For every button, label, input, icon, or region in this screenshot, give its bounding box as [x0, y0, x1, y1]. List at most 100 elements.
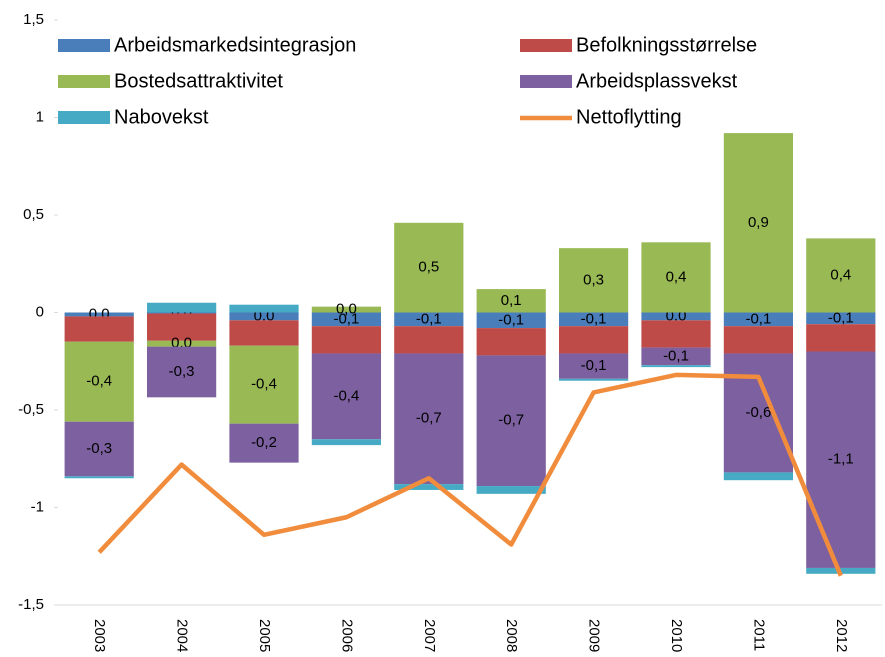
bar-segment — [476, 328, 546, 356]
legend-label: Arbeidsmarkedsintegrasjon — [114, 34, 356, 56]
bar-segment — [476, 486, 546, 494]
bar-segment — [146, 302, 217, 313]
bar-segment — [146, 312, 217, 314]
y-tick-label: -0,5 — [18, 401, 44, 418]
legend-swatch — [520, 75, 572, 88]
bar-segment — [641, 242, 711, 313]
data-label: -0,7 — [498, 412, 524, 429]
bar-segment — [311, 326, 382, 354]
bar-segment — [64, 341, 134, 422]
bar-segment — [723, 353, 794, 473]
x-tick-label: 2004 — [174, 619, 191, 652]
bar-segment — [558, 353, 629, 379]
data-label: -0,1 — [581, 310, 607, 327]
legend-swatch — [520, 39, 572, 52]
bar-segment — [146, 346, 217, 398]
x-tick-label: 2012 — [833, 619, 850, 652]
data-label: -0,4 — [333, 387, 359, 404]
y-tick-label: -1 — [31, 498, 44, 515]
bar-segment — [641, 365, 711, 368]
data-label: -1,1 — [828, 451, 854, 468]
y-tick-label: 0 — [36, 303, 44, 320]
data-label: 0,5 — [418, 259, 439, 276]
data-label: -0,7 — [416, 410, 442, 427]
bar-segment — [311, 306, 382, 313]
bar-segment — [476, 289, 546, 313]
x-tick-label: 2006 — [338, 619, 355, 652]
bar-segment — [394, 312, 464, 327]
bar-segment — [476, 355, 546, 487]
data-label: -0,4 — [86, 373, 112, 390]
data-label: -0,4 — [251, 376, 277, 393]
bar-segment — [723, 326, 794, 354]
data-label: 0,4 — [830, 266, 851, 283]
bar-segment — [229, 345, 299, 424]
legend-label: Bostedsattraktivitet — [114, 70, 283, 92]
bar-segment — [723, 133, 794, 313]
y-tick-label: -1,5 — [18, 596, 44, 613]
bar-segment — [558, 326, 629, 354]
bar-segment — [806, 324, 876, 352]
data-label: -0,1 — [581, 357, 607, 374]
y-tick-label: 1,5 — [23, 11, 44, 28]
data-label: 0,1 — [501, 292, 522, 309]
bar-segment — [146, 313, 217, 341]
bar-segment — [641, 320, 711, 348]
bar-segment — [641, 347, 711, 366]
bar-segment — [641, 312, 711, 321]
bar-segment — [64, 476, 134, 479]
x-tick-label: 2011 — [750, 619, 767, 651]
x-tick-label: 2003 — [91, 619, 108, 652]
bar-segment — [558, 312, 629, 327]
bar-segment — [229, 320, 299, 346]
bar-segment — [64, 316, 134, 342]
bar-segment — [394, 326, 464, 354]
bar-segment — [311, 312, 382, 327]
x-tick-label: 2008 — [503, 619, 520, 652]
y-tick-label: 1 — [36, 108, 44, 125]
bar-segment — [64, 312, 134, 317]
legend-swatch — [58, 111, 110, 124]
bar-segment — [146, 340, 217, 347]
legend-swatch — [58, 75, 110, 88]
data-label: -0,1 — [745, 310, 771, 327]
data-label: -0,3 — [169, 363, 195, 380]
data-label: -0,1 — [498, 311, 524, 328]
x-tick-label: 2009 — [586, 619, 603, 652]
bar-segment — [558, 248, 629, 313]
data-label: -0,3 — [86, 440, 112, 457]
data-label: 0,0 — [336, 301, 357, 318]
bar-segment — [558, 378, 629, 381]
legend-label: Nettoflytting — [576, 106, 682, 128]
data-label: -0,1 — [416, 310, 442, 327]
legend-label: Nabovekst — [114, 106, 209, 128]
data-label: -0,6 — [745, 404, 771, 421]
data-label: 0,9 — [748, 214, 769, 231]
bar-segment — [394, 353, 464, 485]
bar-segment — [64, 421, 134, 477]
legend-label: Arbeidsplassvekst — [576, 70, 738, 92]
bar-segment — [394, 484, 464, 490]
bar-segment — [476, 312, 546, 329]
data-label: -0,2 — [251, 434, 277, 451]
bar-segment — [394, 222, 464, 313]
bar-segment — [229, 423, 299, 463]
data-label: -0,1 — [333, 310, 359, 327]
y-tick-label: 0,5 — [23, 206, 44, 223]
x-tick-label: 2010 — [668, 619, 685, 652]
bar-segment — [229, 304, 299, 313]
data-label: 0,3 — [583, 271, 604, 288]
bar-segment — [806, 351, 876, 568]
bar-segment — [723, 472, 794, 481]
data-label: -0,1 — [663, 347, 689, 364]
line-series — [97, 372, 843, 577]
bar-segment — [311, 439, 382, 446]
bar-segment — [806, 312, 876, 325]
bar-segment — [229, 312, 299, 321]
bar-segment — [723, 312, 794, 327]
legend-label: Befolkningsstørrelse — [576, 34, 757, 56]
x-tick-label: 2007 — [421, 619, 438, 652]
data-label: -0,1 — [828, 309, 854, 326]
bar-segment — [806, 238, 876, 313]
